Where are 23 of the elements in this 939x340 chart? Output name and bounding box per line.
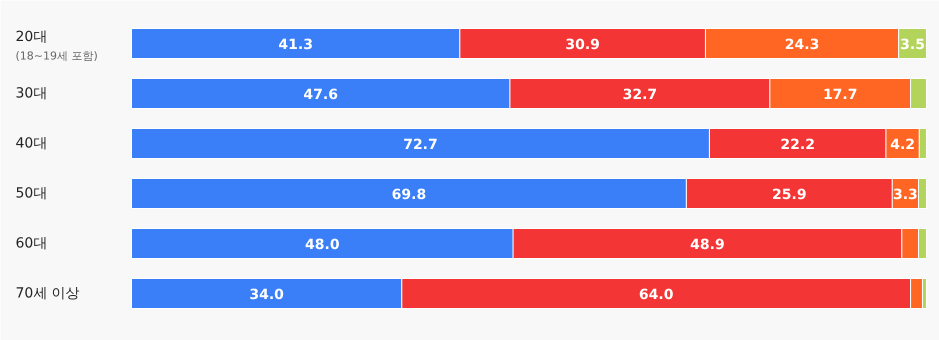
y-tick-label: 20대 (18~19세 포함) (15, 29, 98, 62)
y-tick-label: 70세 이상 (15, 286, 80, 302)
data-label: 17.7 (822, 87, 858, 103)
data-label: 30.9 (565, 37, 600, 53)
data-label: 32.7 (622, 87, 658, 103)
y-tick-label: 30대 (15, 86, 48, 102)
data-label: 4.2 (890, 137, 916, 153)
data-label: 72.7 (403, 137, 438, 153)
data-label: 25.9 (772, 187, 807, 203)
data-label: 3.5 (900, 37, 925, 53)
data-label: 34.0 (249, 287, 284, 303)
data-label: 48.9 (690, 237, 725, 253)
data-label: 22.2 (780, 137, 815, 153)
data-label: 48.0 (305, 237, 340, 253)
y-tick-label: 50대 (15, 186, 48, 202)
data-label: 3.3 (892, 187, 918, 203)
data-label: 24.3 (784, 37, 820, 53)
data-label: 47.6 (303, 87, 338, 103)
data-label: 64.0 (638, 287, 674, 303)
data-label: 41.3 (278, 37, 313, 53)
data-label: 69.8 (392, 187, 426, 203)
y-tick-label: 40대 (15, 136, 48, 152)
y-tick-label: 60대 (15, 236, 48, 252)
